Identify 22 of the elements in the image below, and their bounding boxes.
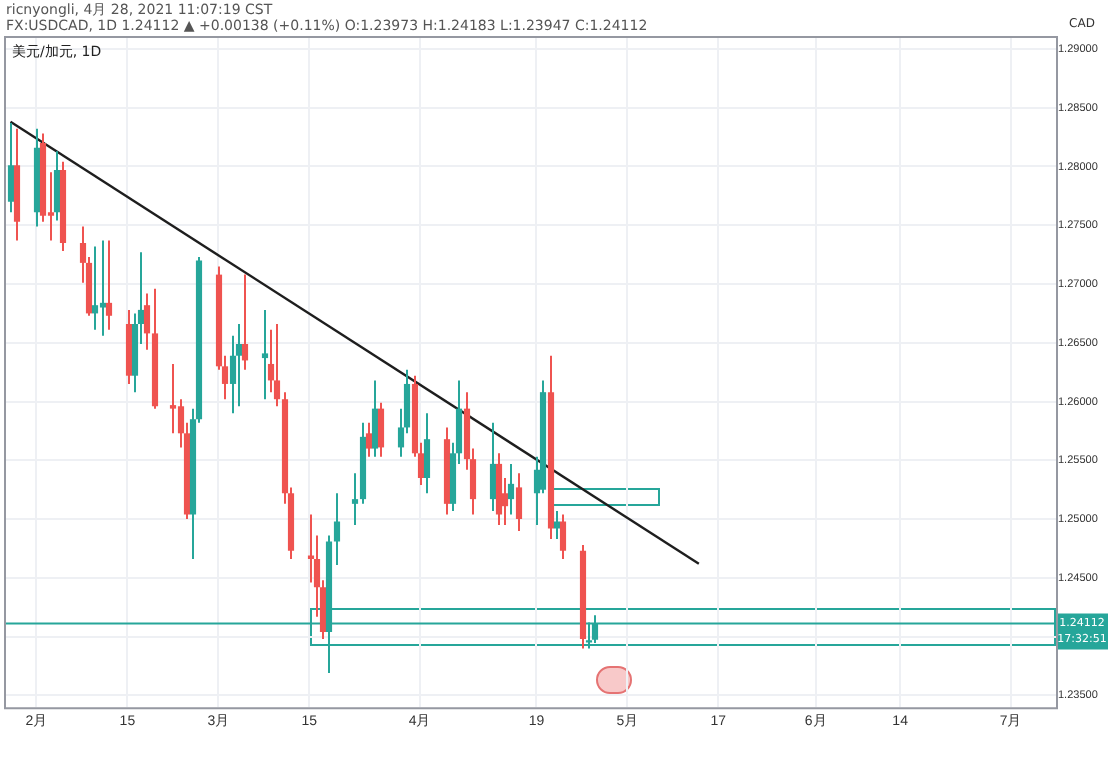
- candlestick: [365, 421, 373, 458]
- candlestick: [507, 462, 515, 516]
- candlestick: [91, 245, 99, 331]
- candlestick: [351, 472, 359, 526]
- candlestick: [241, 273, 249, 371]
- candlestick: [235, 322, 243, 408]
- candlestick: [261, 308, 269, 401]
- candlestick: [559, 513, 567, 561]
- candlestick: [423, 412, 431, 495]
- candlestick: [143, 292, 151, 351]
- candlestick: [53, 150, 61, 222]
- candlestick: [489, 421, 497, 512]
- candlestick: [273, 322, 281, 408]
- candlestick: [105, 239, 113, 331]
- candlestick: [99, 239, 107, 337]
- candlestick: [371, 379, 379, 458]
- candlestick: [515, 472, 523, 532]
- candlestick: [553, 509, 561, 541]
- candlestick: [333, 492, 341, 566]
- candlestick: [377, 401, 385, 458]
- candlestick: [169, 362, 177, 435]
- candlestick: [7, 121, 15, 214]
